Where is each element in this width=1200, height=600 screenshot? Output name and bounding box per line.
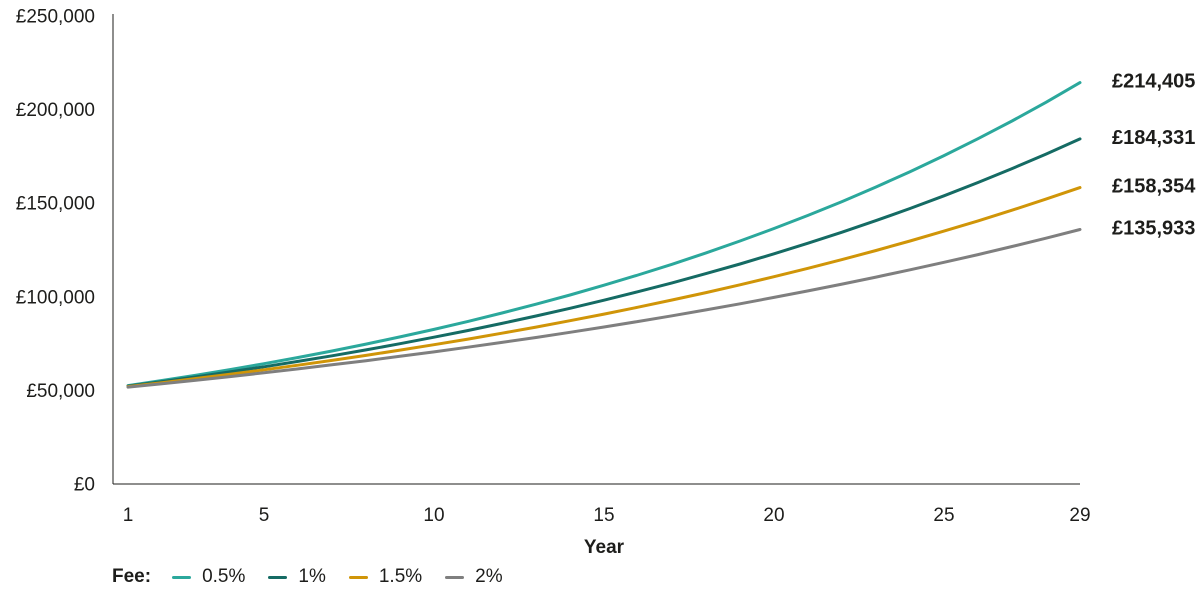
legend-items: 0.5% 1% 1.5% 2% bbox=[172, 566, 526, 588]
x-tick-label: 10 bbox=[423, 505, 444, 526]
legend-swatch-icon bbox=[348, 575, 368, 579]
x-tick-label: 5 bbox=[259, 505, 270, 526]
x-tick-label: 1 bbox=[123, 505, 134, 526]
series-end-label-3: £135,933 bbox=[1112, 218, 1195, 240]
x-tick-label: 29 bbox=[1069, 505, 1090, 526]
y-tick-label: £200,000 bbox=[16, 100, 95, 121]
y-tick-label: £100,000 bbox=[16, 287, 95, 308]
legend-title: Fee: bbox=[112, 566, 152, 587]
series-end-label-2: £158,354 bbox=[1112, 176, 1196, 198]
y-tick-label: £0 bbox=[74, 475, 95, 496]
series-line-0 bbox=[126, 81, 1082, 388]
series-end-label-1: £184,331 bbox=[1112, 127, 1195, 149]
legend-label: 2% bbox=[475, 566, 503, 587]
legend-swatch-icon bbox=[172, 575, 192, 579]
legend-item-2: 1.5% bbox=[348, 566, 423, 588]
legend-label: 0.5% bbox=[202, 566, 246, 587]
x-tick-label: 15 bbox=[593, 505, 614, 526]
legend-item-1: 1% bbox=[268, 566, 326, 588]
x-axis-title: Year bbox=[584, 537, 625, 558]
legend-label: 1% bbox=[298, 566, 326, 587]
x-tick-label: 25 bbox=[933, 505, 954, 526]
legend-item-3: 2% bbox=[445, 566, 503, 588]
series-line-3 bbox=[126, 228, 1082, 389]
y-tick-label: £50,000 bbox=[26, 381, 95, 402]
series-end-label-0: £214,405 bbox=[1112, 71, 1195, 93]
x-tick-label: 20 bbox=[763, 505, 784, 526]
legend-swatch-icon bbox=[268, 575, 288, 579]
chart-legend: Fee: 0.5% 1% 1.5% 2% bbox=[112, 566, 526, 588]
y-tick-label: £150,000 bbox=[16, 194, 95, 215]
legend-swatch-icon bbox=[445, 575, 465, 579]
series-line-1 bbox=[126, 137, 1082, 388]
legend-label: 1.5% bbox=[378, 566, 423, 587]
y-tick-label: £250,000 bbox=[16, 7, 95, 28]
legend-item-0: 0.5% bbox=[172, 566, 245, 588]
series-line-2 bbox=[126, 186, 1082, 389]
